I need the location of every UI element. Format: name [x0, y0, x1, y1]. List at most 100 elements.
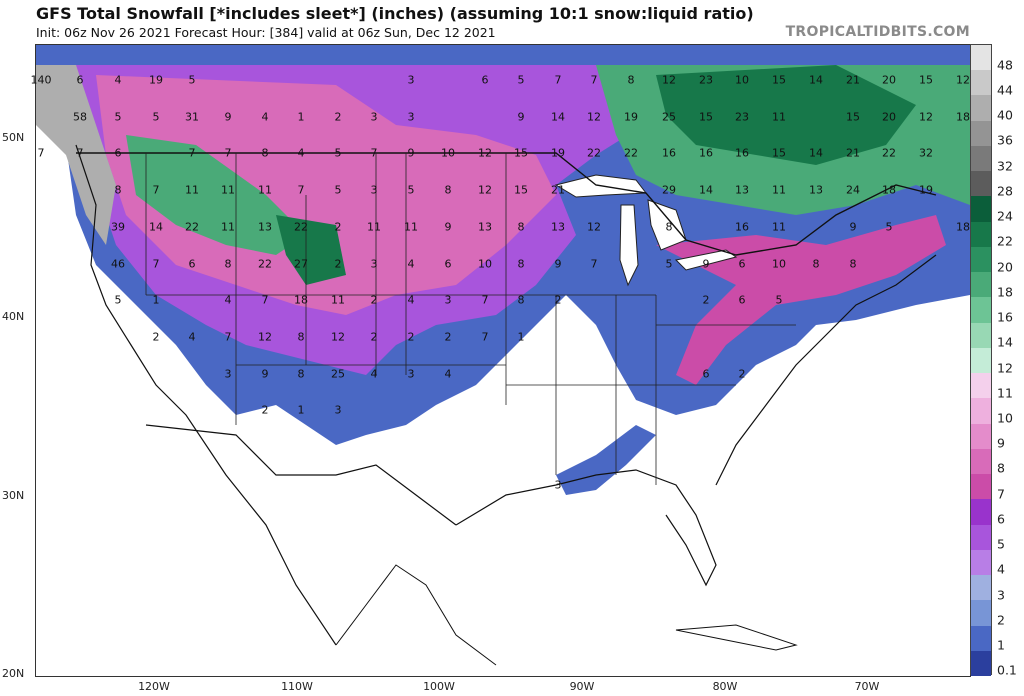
colorbar-label: 9 — [997, 435, 1005, 451]
colorbar-segment — [971, 196, 991, 223]
snowfall-value-label: 13 — [478, 220, 492, 234]
snowfall-value-label: 20 — [882, 73, 896, 87]
snowfall-value-label: 18 — [956, 110, 970, 124]
snowfall-value-label: 7 — [261, 293, 269, 307]
snowfall-value-label: 18 — [882, 183, 896, 197]
snowfall-value-label: 7 — [152, 257, 160, 271]
snowfall-value-label: 8 — [261, 146, 269, 160]
snowfall-value-label: 39 — [111, 220, 125, 234]
colorbar-segment — [971, 120, 991, 147]
snowfall-value-label: 4 — [370, 367, 378, 381]
colorbar-segment — [971, 448, 991, 475]
colorbar-segment — [971, 221, 991, 248]
colorbar-label: 2 — [997, 612, 1005, 628]
snowfall-value-label: 8 — [665, 220, 673, 234]
snowfall-value-label: 3 — [334, 403, 342, 417]
snowfall-value-label: 3 — [554, 478, 562, 492]
colorbar-label: 44 — [997, 82, 1013, 98]
snowfall-value-label: 4 — [224, 293, 232, 307]
snowfall-value-label: 3 — [407, 367, 415, 381]
colorbar-label: 11 — [997, 385, 1013, 401]
colorbar-label: 40 — [997, 107, 1013, 123]
snowfall-value-label: 31 — [185, 110, 199, 124]
lat-label-50n: 50N — [2, 131, 25, 144]
snowfall-value-label: 2 — [407, 330, 415, 344]
snowfall-value-label: 9 — [261, 367, 269, 381]
snowfall-value-label: 15 — [772, 146, 786, 160]
us-canada-border — [76, 152, 937, 256]
snowfall-value-label: 16 — [699, 146, 713, 160]
snowfall-value-label: 15 — [772, 73, 786, 87]
snowfall-value-label: 21 — [846, 146, 860, 160]
snowfall-value-label: 6 — [481, 73, 489, 87]
snowfall-value-label: 10 — [441, 146, 455, 160]
snowfall-value-label: 7 — [481, 293, 489, 307]
snowfall-value-label: 2 — [370, 293, 378, 307]
snowfall-colorbar — [970, 44, 992, 677]
snowfall-value-label: 4 — [444, 367, 452, 381]
map-title: GFS Total Snowfall [*includes sleet*] (i… — [36, 4, 754, 23]
colorbar-segment — [971, 575, 991, 601]
colorbar-segment — [971, 423, 991, 450]
map-canvas — [36, 45, 970, 676]
colorbar-label: 7 — [997, 486, 1005, 502]
snowfall-value-label: 2 — [152, 330, 160, 344]
snowfall-value-label: 2 — [370, 330, 378, 344]
snowfall-value-label: 18 — [294, 293, 308, 307]
snowfall-value-label: 27 — [294, 257, 308, 271]
colorbar-label: 1 — [997, 637, 1005, 653]
snowfall-value-label: 2 — [444, 330, 452, 344]
snowfall-value-label: 5 — [334, 183, 342, 197]
snowfall-value-label: 5 — [188, 73, 196, 87]
snowfall-value-label: 22 — [258, 257, 272, 271]
snowfall-value-label: 3 — [407, 110, 415, 124]
snowfall-value-label: 12 — [331, 330, 345, 344]
us-mexico-border — [145, 424, 457, 526]
state-borders — [145, 153, 796, 485]
snowfall-value-label: 8 — [812, 257, 820, 271]
snowfall-value-label: 11 — [772, 220, 786, 234]
lake-michigan — [619, 204, 639, 287]
snowfall-value-label: 24 — [846, 183, 860, 197]
snowfall-value-label: 7 — [370, 146, 378, 160]
site-brand: TROPICALTIDBITS.COM — [785, 24, 970, 40]
snowfall-value-label: 25 — [331, 367, 345, 381]
snow-region-gray-cascades — [36, 65, 116, 245]
snowfall-value-label: 14 — [149, 220, 163, 234]
snowfall-value-label: 9 — [407, 146, 415, 160]
snowfall-value-label: 7 — [188, 146, 196, 160]
atlantic-coast — [715, 254, 937, 486]
colorbar-label: 24 — [997, 208, 1013, 224]
snowfall-value-label: 13 — [551, 220, 565, 234]
snowfall-value-label: 2 — [554, 293, 562, 307]
snowfall-value-label: 20 — [882, 110, 896, 124]
lon-label-80w: 80W — [712, 680, 738, 693]
colorbar-label: 12 — [997, 360, 1013, 375]
snowfall-value-label: 14 — [809, 73, 823, 87]
colorbar-label: 18 — [997, 284, 1013, 300]
snowfall-value-label: 2 — [738, 367, 746, 381]
snowfall-value-label: 19 — [149, 73, 163, 87]
mexico-coast — [335, 564, 497, 666]
snowfall-value-label: 1 — [152, 293, 160, 307]
colorbar-segment — [971, 297, 991, 324]
snowfall-value-label: 22 — [882, 146, 896, 160]
snowfall-value-label: 11 — [331, 293, 345, 307]
snowfall-value-label: 21 — [551, 183, 565, 197]
snowfall-value-label: 12 — [478, 183, 492, 197]
snowfall-value-label: 19 — [551, 146, 565, 160]
snowfall-value-label: 15 — [514, 183, 528, 197]
snowfall-value-label: 14 — [809, 146, 823, 160]
colorbar-label: 16 — [997, 309, 1013, 325]
snowfall-value-label: 19 — [919, 183, 933, 197]
snowfall-value-label: 3 — [224, 367, 232, 381]
snowfall-value-label: 7 — [590, 257, 598, 271]
snowfall-value-label: 9 — [849, 220, 857, 234]
snowfall-value-label: 7 — [37, 146, 45, 160]
snowfall-value-label: 11 — [185, 183, 199, 197]
snowfall-value-label: 4 — [114, 73, 122, 87]
snowfall-value-label: 8 — [224, 257, 232, 271]
lat-label-40n: 40N — [2, 310, 25, 323]
snowfall-value-label: 13 — [735, 183, 749, 197]
snow-region-magenta — [96, 75, 556, 315]
